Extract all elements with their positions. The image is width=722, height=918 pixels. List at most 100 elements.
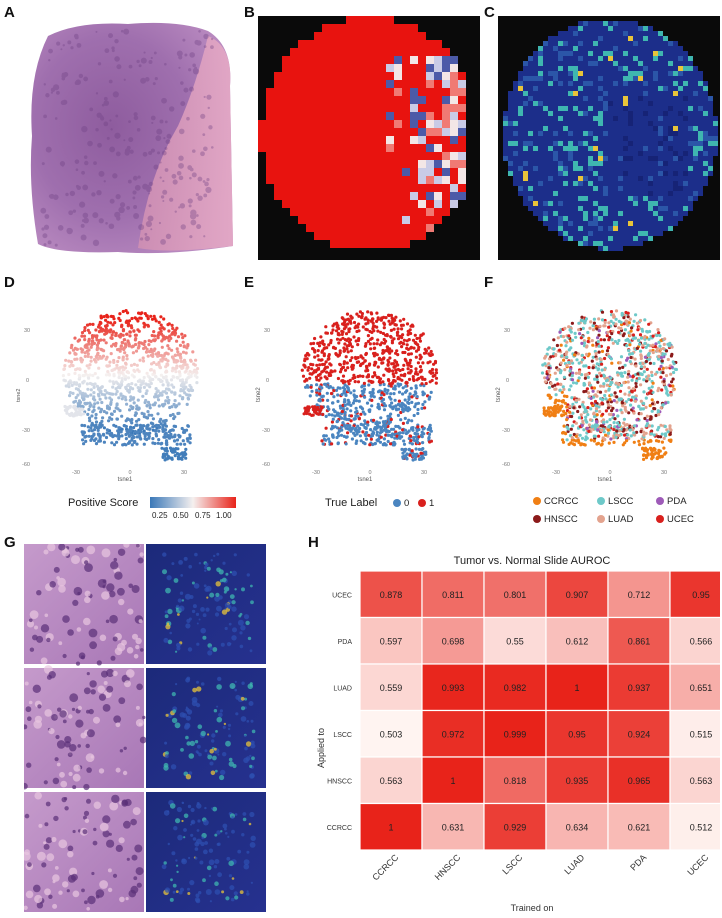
attention-tile — [558, 46, 563, 51]
tissue-speck — [162, 189, 168, 195]
tsne-point — [97, 406, 101, 410]
tsne-point — [365, 401, 370, 405]
attention-tile — [623, 121, 628, 126]
tsne-point — [159, 373, 163, 377]
tissue-speck — [61, 73, 67, 79]
attention-tile — [543, 91, 548, 96]
tsne-point — [118, 312, 122, 316]
attention-tile — [693, 196, 698, 201]
attention-tile — [688, 186, 693, 191]
attention-tile — [593, 126, 598, 131]
attention-tile — [673, 56, 678, 61]
tissue-speck — [184, 53, 188, 57]
prediction-tile — [314, 176, 322, 184]
prediction-tile — [386, 216, 394, 224]
tsne-point — [78, 367, 82, 371]
attention-tile — [548, 136, 553, 141]
attention-tile — [678, 166, 683, 171]
prediction-tile — [290, 136, 298, 144]
attention-tile — [688, 66, 693, 71]
tsne-point — [363, 412, 367, 416]
tsne-point — [184, 380, 188, 384]
prediction-tile — [290, 200, 298, 208]
tsne-point — [351, 363, 355, 368]
attention-tile — [658, 96, 663, 101]
attention-tile — [553, 96, 558, 101]
prediction-tile — [298, 176, 306, 184]
tsne-point — [92, 341, 96, 345]
tsne-point — [181, 439, 185, 443]
tsne-point — [429, 349, 433, 354]
tsne-point — [302, 363, 306, 367]
tsne-point — [349, 321, 353, 325]
tsne-point — [136, 368, 140, 372]
attention-tile — [543, 66, 548, 71]
attention-tile — [683, 106, 688, 111]
prediction-tile — [338, 208, 346, 216]
attention-tile — [713, 131, 718, 136]
tsne-point — [91, 322, 95, 326]
tsne-point — [368, 329, 372, 334]
tsne-point — [390, 381, 394, 385]
tsne-point — [386, 378, 391, 382]
tissue-speck — [43, 83, 46, 86]
tsne-point — [81, 348, 85, 352]
attention-tile — [668, 56, 673, 61]
prediction-tile — [394, 48, 402, 56]
tsne-point — [415, 336, 419, 341]
tsne-point — [547, 362, 551, 366]
tissue-speck — [183, 87, 189, 93]
attention-tile — [663, 146, 668, 151]
attention-tile — [528, 196, 533, 201]
attention-tile — [598, 66, 603, 71]
tsne-point — [346, 398, 350, 402]
tissue-speck — [61, 72, 66, 77]
tsne-point — [307, 366, 311, 370]
tsne-point — [110, 333, 114, 337]
tsne-point — [149, 381, 153, 386]
attention-tile — [603, 41, 608, 46]
attention-tile — [548, 131, 553, 136]
prediction-tile — [306, 112, 314, 120]
attention-tile — [508, 116, 513, 121]
tsne-ytick-e: 0 — [266, 378, 269, 384]
attention-tile — [593, 236, 598, 241]
tsne-point — [366, 334, 370, 338]
tsne-point — [409, 364, 413, 369]
attention-tile — [558, 171, 563, 176]
tsne-point — [317, 358, 321, 362]
prediction-tile — [354, 200, 362, 208]
tsne-point — [165, 449, 169, 453]
prediction-tile — [370, 200, 378, 208]
tsne-point — [138, 433, 142, 438]
attention-tile — [608, 26, 613, 31]
attention-tile — [633, 26, 638, 31]
prediction-tile — [330, 128, 338, 136]
attention-tile — [603, 36, 608, 41]
attention-tile — [598, 51, 603, 56]
tsne-point — [175, 347, 179, 351]
tsne-point — [324, 325, 328, 329]
attention-tile — [698, 111, 703, 116]
attention-tile — [693, 136, 698, 141]
attention-tile — [573, 56, 578, 61]
attention-tile — [573, 181, 578, 186]
tissue-speck — [133, 112, 138, 117]
prediction-tile — [290, 64, 298, 72]
attention-tile — [623, 131, 628, 136]
attention-tile — [653, 46, 658, 51]
prediction-tile — [282, 96, 290, 104]
tsne-point — [315, 363, 319, 367]
attention-tile — [678, 71, 683, 76]
attention-tile — [613, 101, 618, 106]
attention-tile — [588, 81, 593, 86]
tsne-point — [333, 414, 337, 418]
attention-tile — [513, 126, 518, 131]
attention-tile — [698, 181, 703, 186]
prediction-tile — [330, 32, 338, 40]
attention-tile — [508, 101, 513, 106]
attention-tile — [588, 156, 593, 161]
tsne-point — [173, 333, 177, 337]
tsne-point — [403, 428, 407, 432]
attention-tile — [663, 191, 668, 196]
